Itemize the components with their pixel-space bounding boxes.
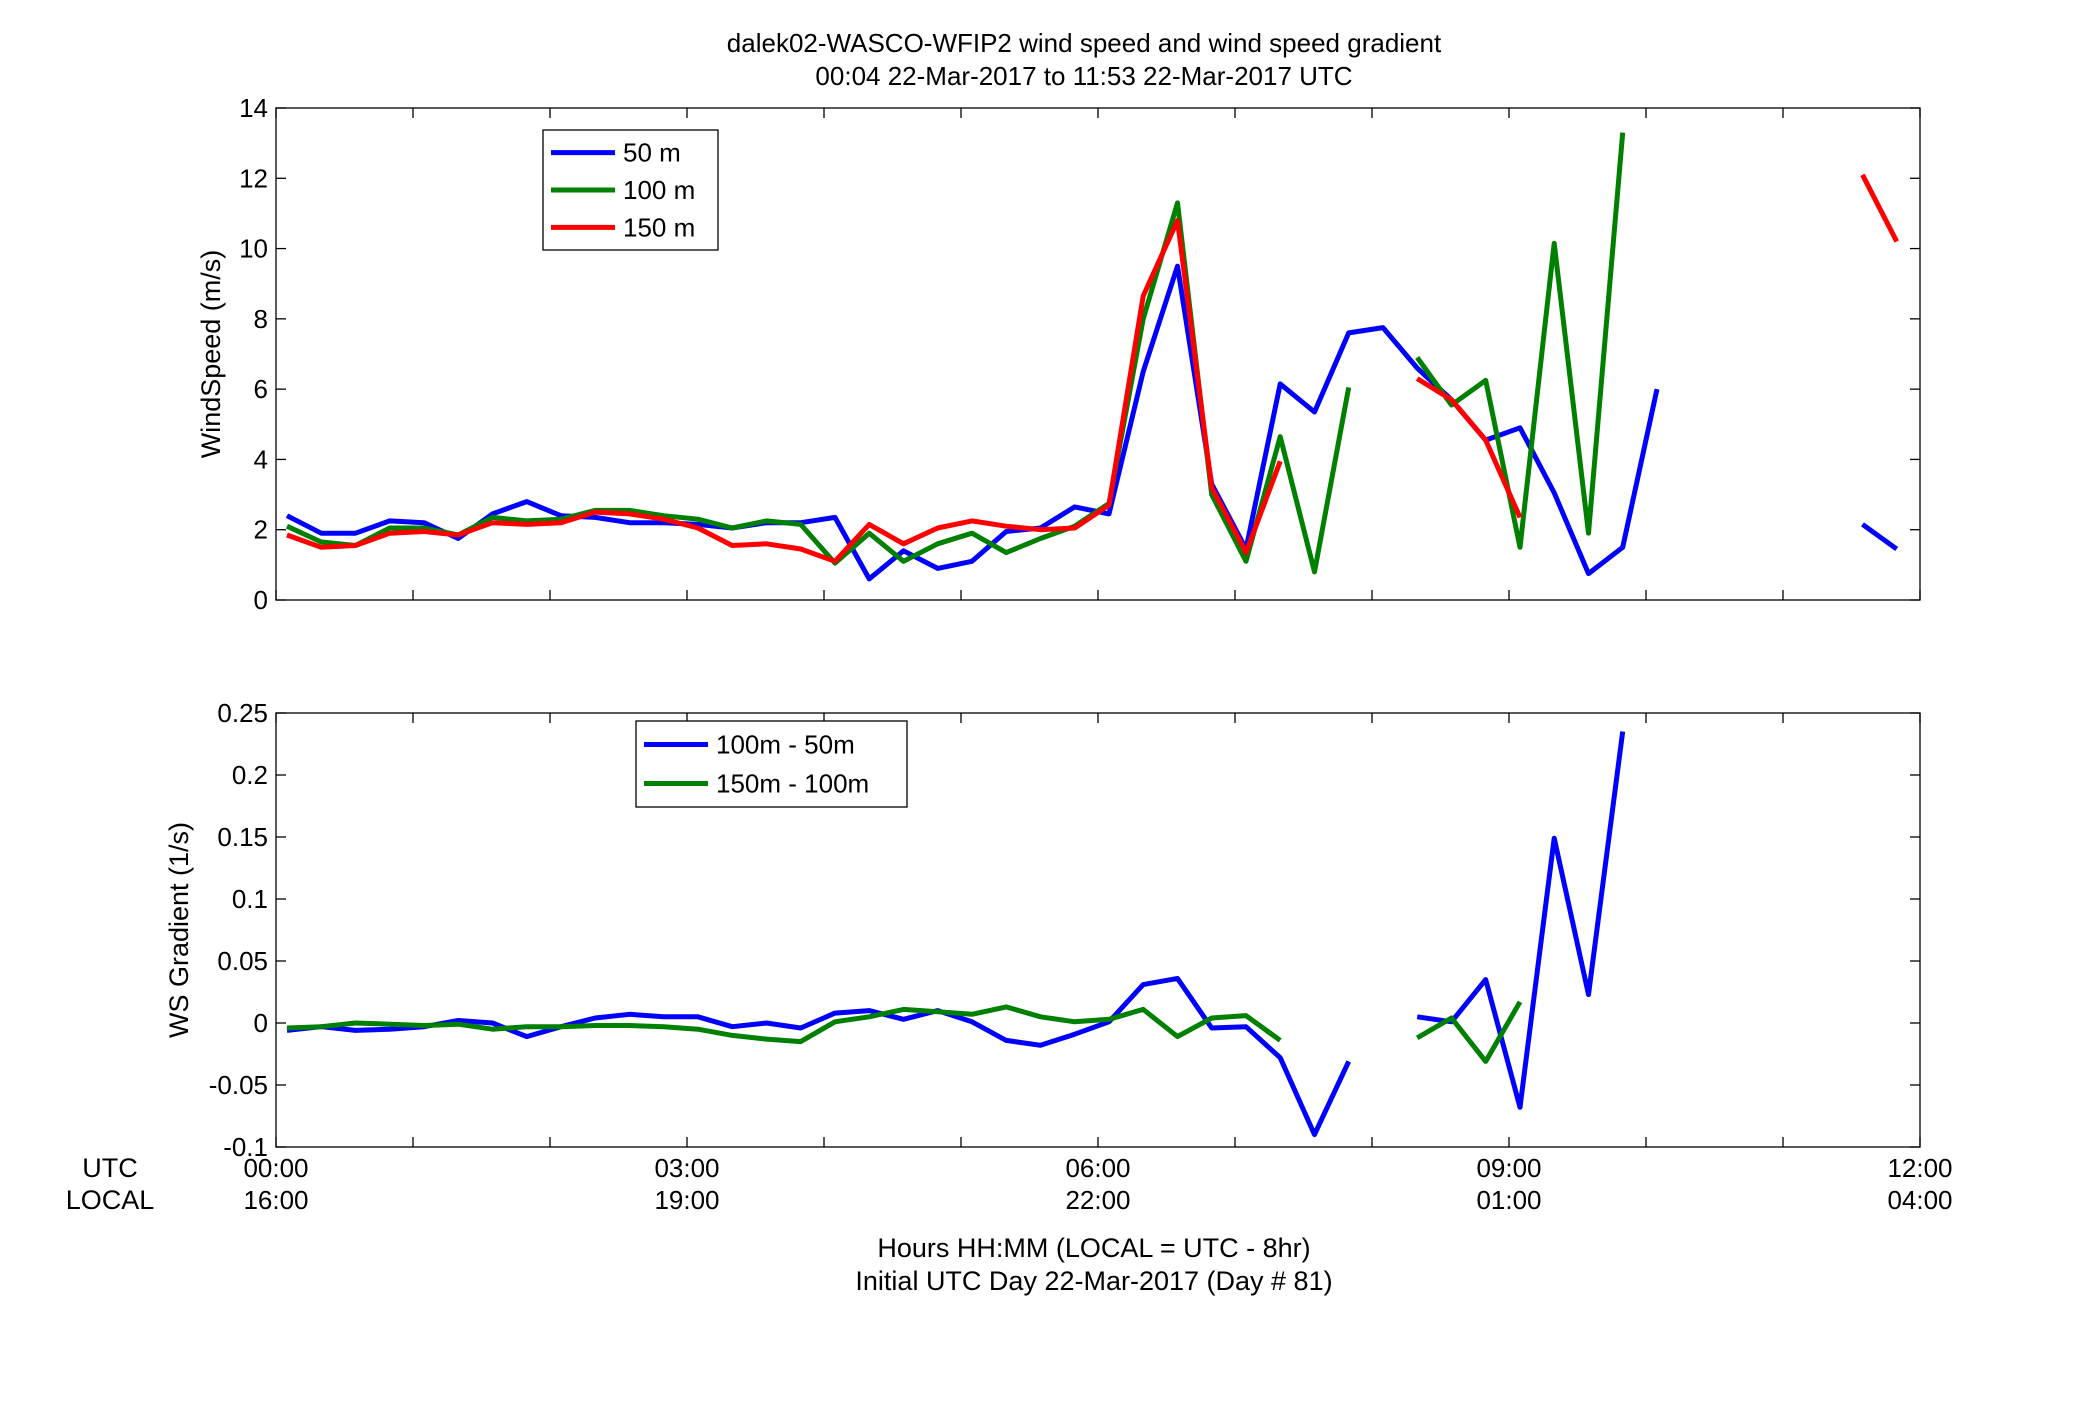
x-tick-label-utc: 00:00 [243,1153,308,1183]
utc-row-label: UTC [82,1153,138,1183]
legend: 100m - 50m 150m - 100m [635,720,908,808]
series-100-m [285,132,1626,575]
y-tick-label: 8 [254,304,268,334]
y-tick-label: 2 [254,515,268,545]
figure-title-line2: 00:04 22-Mar-2017 to 11:53 22-Mar-2017 U… [815,61,1352,91]
x-tick-label-local: 19:00 [654,1185,719,1215]
series-150-m [286,173,1899,564]
series-line [1415,132,1626,550]
x-tick-label-utc: 06:00 [1065,1153,1130,1183]
legend-entry: 150m - 100m [716,769,869,799]
x-tick-label-local: 01:00 [1476,1185,1541,1215]
series-line [285,263,1660,582]
y-tick-label: 12 [239,163,268,193]
y-tick-label: 0.2 [232,760,268,790]
legend-box [635,720,908,808]
legend-entry: 150 m [623,212,695,242]
y-tick-label: 0.1 [232,884,268,914]
series-line [1415,1000,1523,1064]
y-axis-label: WS Gradient (1/s) [164,822,194,1038]
series-100m---50m [286,731,1626,1138]
y-tick-label: 0.15 [217,822,268,852]
legend: 50 m 100 m 150 m [542,129,719,251]
series-line [1860,173,1899,243]
series-line [286,975,1351,1138]
x-tick-label-local: 22:00 [1065,1185,1130,1215]
y-tick-label: 10 [239,234,268,264]
y-tick-label: 4 [254,444,268,474]
legend-entry: 100 m [623,175,695,205]
y-tick-label: 0.05 [217,946,268,976]
series-line [1861,522,1899,552]
y-tick-label: 6 [254,374,268,404]
ws-gradient-panel: -0.1 -0.05 0 0.05 0.1 0.15 0.2 0.25 WS Gradient … [164,698,1921,1162]
series-line [286,218,1283,564]
series-150m---100m [286,1000,1523,1064]
series-line [1415,376,1523,519]
plot-frame [275,712,1921,1148]
series-line [285,200,1352,575]
series-line [1416,731,1626,1110]
figure-title-line1: dalek02-WASCO-WFIP2 wind speed and wind … [727,28,1442,58]
legend-entry: 50 m [623,138,681,168]
y-axis-label: WindSpeed (m/s) [196,250,226,459]
local-row-label: LOCAL [66,1185,155,1215]
y-tick-label: 0.25 [217,698,268,728]
x-tick-label-utc: 03:00 [654,1153,719,1183]
x-axis-label-line1: Hours HH:MM (LOCAL = UTC - 8hr) [877,1233,1310,1263]
x-tick-label-local: 04:00 [1887,1185,1952,1215]
wind-speed-panel: 0 2 4 6 8 10 12 14 WindSpeed (m/s) 50 m 100 m 150 m [196,93,1921,615]
y-tick-label: -0.05 [209,1070,268,1100]
y-tick-label: 0 [254,1008,268,1038]
series-line [286,1004,1282,1045]
y-tick-label: 14 [239,93,268,123]
y-tick-label: 0 [254,585,268,615]
y-tick-label: -0.1 [223,1132,268,1162]
x-tick-label-utc: 12:00 [1887,1153,1952,1183]
legend-entry: 100m - 50m [716,730,855,760]
series-50-m [285,263,1899,582]
x-axis-label-line2: Initial UTC Day 22-Mar-2017 (Day # 81) [855,1266,1332,1296]
x-tick-label-utc: 09:00 [1476,1153,1541,1183]
x-tick-label-local: 16:00 [243,1185,308,1215]
